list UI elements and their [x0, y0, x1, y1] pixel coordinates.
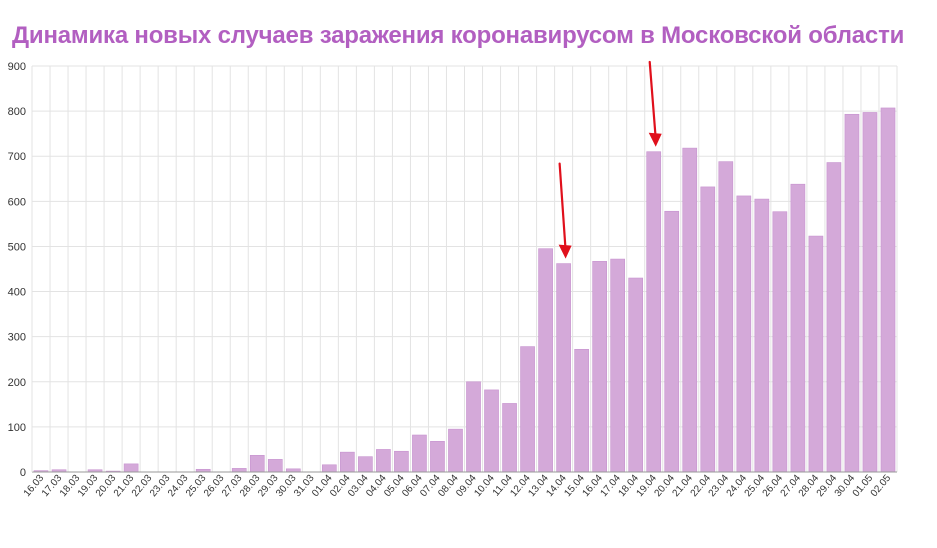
arrow-annotation — [648, 60, 657, 140]
y-tick-label: 800 — [8, 106, 26, 118]
bar — [646, 151, 662, 473]
y-tick-label: 400 — [8, 287, 26, 299]
y-tick-label: 700 — [8, 151, 26, 163]
chart-title: Динамика новых случаев заражения коронав… — [12, 22, 905, 49]
bar — [249, 455, 265, 473]
bar — [448, 428, 463, 473]
bar — [880, 107, 896, 473]
bar — [484, 389, 499, 473]
bar — [628, 277, 644, 473]
y-tick-label: 500 — [8, 241, 26, 253]
bar — [412, 434, 427, 473]
bar — [844, 113, 860, 473]
bar — [123, 463, 139, 473]
bar — [376, 449, 391, 473]
bar — [430, 441, 445, 473]
bars — [33, 107, 896, 473]
bar — [610, 258, 626, 473]
bar — [772, 211, 788, 473]
y-tick-label: 0 — [20, 467, 26, 479]
y-tick-label: 200 — [8, 377, 26, 389]
arrow-head — [648, 132, 662, 147]
bar — [556, 263, 571, 473]
y-tick-label: 900 — [8, 61, 26, 73]
y-tick-label: 100 — [8, 422, 26, 434]
arrow-head — [558, 244, 572, 259]
bar — [574, 348, 589, 473]
bar — [862, 112, 878, 473]
bar — [700, 186, 716, 473]
bar — [538, 248, 553, 473]
bar — [394, 450, 409, 473]
bar — [502, 403, 517, 473]
x-tick-label: 10.04 — [472, 473, 497, 500]
y-tick-label: 600 — [8, 196, 26, 208]
arrow-annotation — [558, 162, 567, 252]
bar — [808, 235, 824, 473]
x-tick-label: 02.05 — [869, 473, 894, 500]
bar — [754, 198, 770, 473]
bar — [736, 195, 752, 473]
bar — [682, 147, 698, 473]
bar — [826, 162, 842, 473]
bar — [267, 459, 283, 473]
bar — [322, 464, 337, 473]
bar — [718, 161, 734, 473]
bar — [592, 261, 607, 473]
bar — [664, 210, 680, 473]
bar — [466, 381, 481, 473]
bar — [520, 346, 535, 473]
bar — [790, 183, 806, 473]
bar — [340, 451, 355, 473]
bar — [231, 468, 247, 473]
annotations — [558, 60, 662, 259]
bar — [358, 456, 373, 473]
y-tick-label: 300 — [8, 332, 26, 344]
